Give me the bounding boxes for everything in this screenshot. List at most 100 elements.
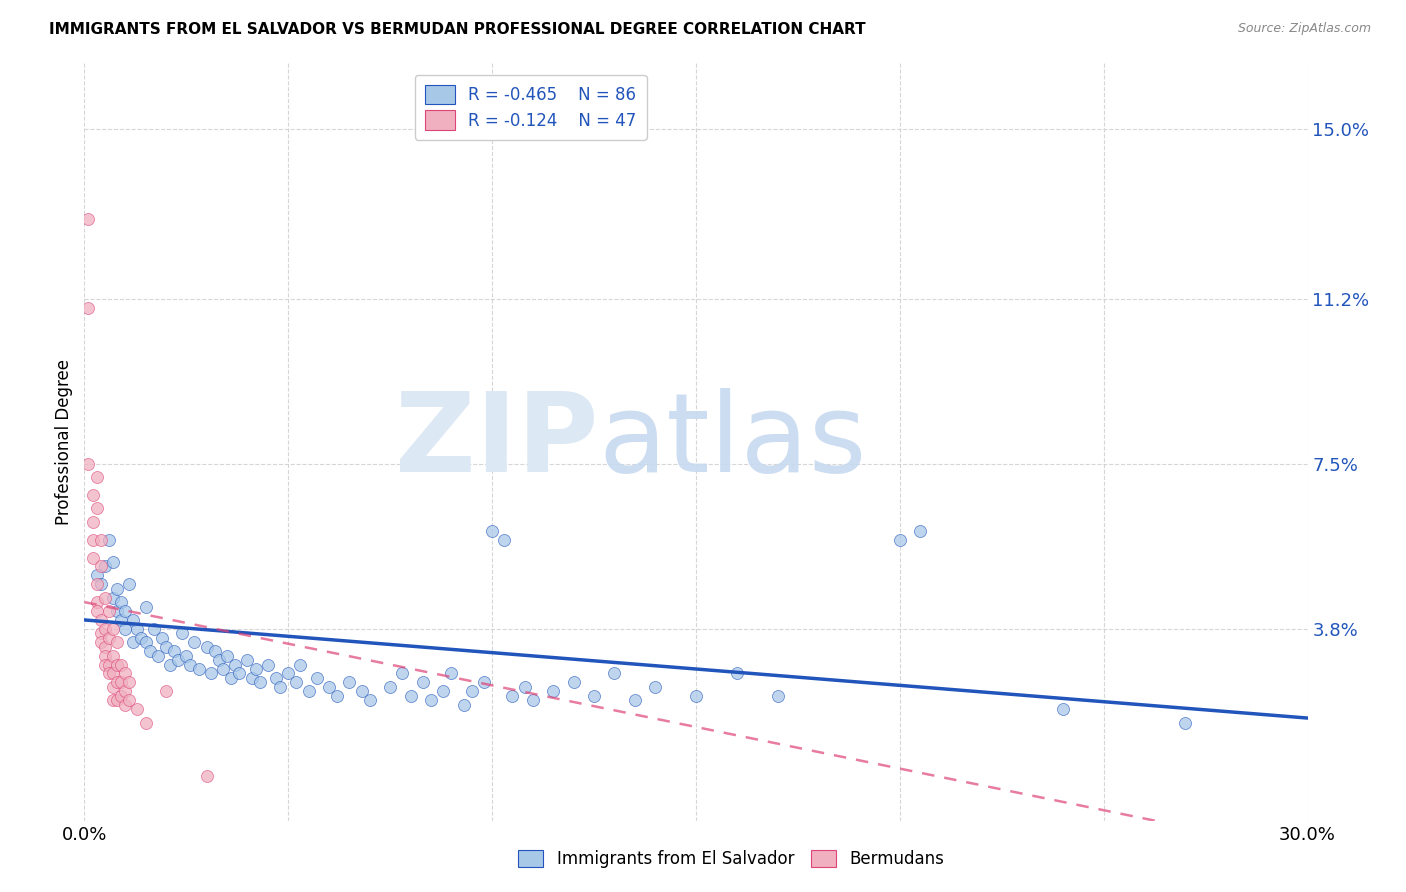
Y-axis label: Professional Degree: Professional Degree [55,359,73,524]
Point [889,533,911,547]
Point [174,648,197,663]
Point [93,591,115,605]
Point [440,666,463,681]
Point [187,662,209,676]
Point [90,613,112,627]
Text: ZIP: ZIP [395,388,598,495]
Point [285,675,308,690]
Point [432,684,454,698]
Point [513,680,536,694]
Point [522,693,544,707]
Point [138,644,160,658]
Point [90,635,112,649]
Point [114,622,136,636]
Point [391,666,413,681]
Point [481,524,503,538]
Point [155,640,177,654]
Point [105,604,128,618]
Point [93,648,115,663]
Point [183,635,205,649]
Point [101,693,124,707]
Point [82,550,104,565]
Legend: R = -0.465    N = 86, R = -0.124    N = 47: R = -0.465 N = 86, R = -0.124 N = 47 [415,75,647,140]
Point [135,715,157,730]
Point [217,648,239,663]
Point [204,644,226,658]
Point [127,702,149,716]
Point [290,657,312,672]
Point [339,675,361,690]
Point [725,666,748,681]
Point [472,675,495,690]
Point [82,533,104,547]
Point [110,613,132,627]
Point [114,684,136,698]
Point [77,301,100,315]
Point [101,622,124,636]
Point [127,622,149,636]
Point [150,631,173,645]
Point [219,671,242,685]
Text: IMMIGRANTS FROM EL SALVADOR VS BERMUDAN PROFESSIONAL DEGREE CORRELATION CHART: IMMIGRANTS FROM EL SALVADOR VS BERMUDAN … [49,22,866,37]
Point [236,653,259,667]
Point [269,680,291,694]
Point [77,457,100,471]
Point [1174,715,1197,730]
Point [97,666,120,681]
Point [461,684,484,698]
Point [277,666,299,681]
Point [86,568,108,582]
Point [1052,702,1074,716]
Point [562,675,585,690]
Point [494,533,516,547]
Point [135,599,157,614]
Point [97,657,120,672]
Point [318,680,340,694]
Point [240,671,263,685]
Point [105,582,128,596]
Point [122,635,145,649]
Point [135,635,157,649]
Point [420,693,443,707]
Point [603,666,626,681]
Point [93,640,115,654]
Point [114,604,136,618]
Point [86,470,108,484]
Point [101,555,124,569]
Point [195,640,218,654]
Point [131,631,153,645]
Point [245,662,267,676]
Point [685,689,707,703]
Point [910,524,932,538]
Point [101,680,124,694]
Point [93,622,115,636]
Point [380,680,402,694]
Point [543,684,565,698]
Point [105,657,128,672]
Text: Source: ZipAtlas.com: Source: ZipAtlas.com [1237,22,1371,36]
Point [200,666,222,681]
Point [195,769,218,783]
Point [86,501,108,516]
Point [114,698,136,712]
Point [110,595,132,609]
Point [212,662,235,676]
Point [167,653,190,667]
Point [101,666,124,681]
Point [644,680,666,694]
Point [82,515,104,529]
Point [326,689,349,703]
Point [105,635,128,649]
Point [305,671,328,685]
Point [224,657,246,672]
Point [766,689,789,703]
Point [101,591,124,605]
Point [90,626,112,640]
Point [179,657,201,672]
Point [90,533,112,547]
Legend: Immigrants from El Salvador, Bermudans: Immigrants from El Salvador, Bermudans [512,843,950,875]
Point [155,684,177,698]
Point [159,657,181,672]
Point [264,671,287,685]
Point [93,559,115,574]
